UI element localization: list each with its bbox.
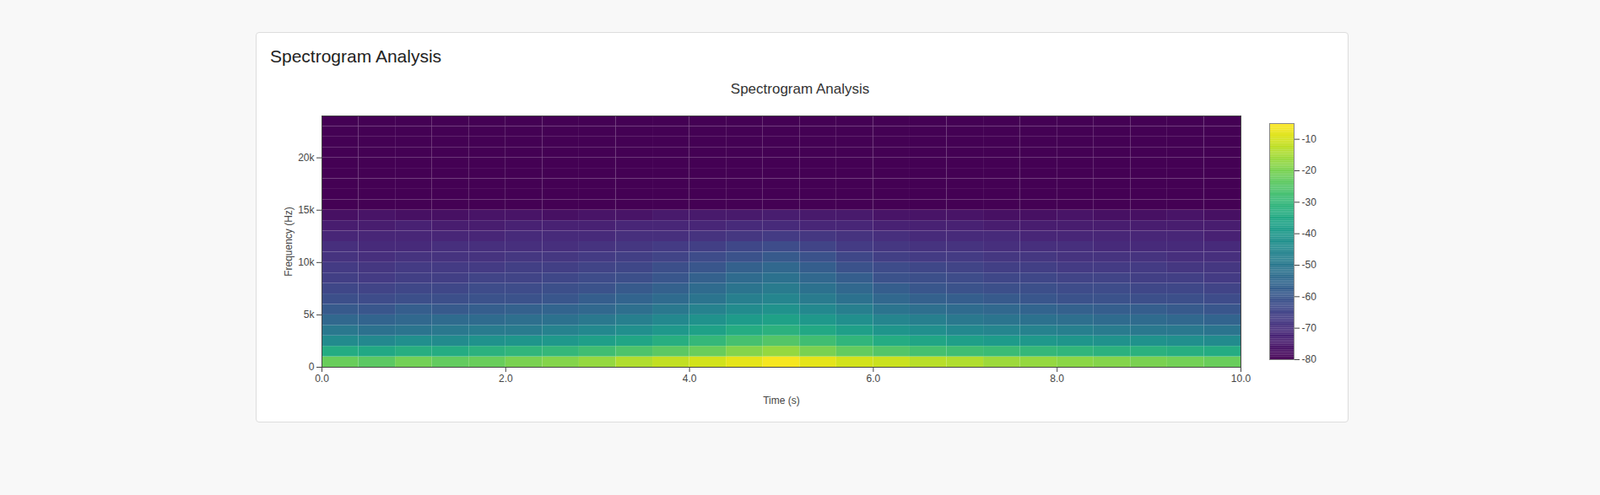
svg-text:-30: -30 bbox=[1302, 196, 1318, 209]
svg-text:15k: 15k bbox=[297, 204, 315, 217]
svg-text:0: 0 bbox=[308, 361, 315, 373]
svg-text:6.0: 6.0 bbox=[866, 372, 882, 385]
svg-text:-40: -40 bbox=[1302, 227, 1318, 240]
svg-text:10.0: 10.0 bbox=[1231, 372, 1252, 385]
svg-text:4.0: 4.0 bbox=[682, 372, 698, 385]
svg-text:-80: -80 bbox=[1302, 353, 1318, 366]
svg-text:20k: 20k bbox=[297, 151, 315, 164]
svg-text:10k: 10k bbox=[297, 256, 315, 269]
svg-text:2.0: 2.0 bbox=[498, 372, 514, 385]
html-text:Spectrogram Analysis: Spectrogram Analysis bbox=[270, 46, 442, 66]
svg-text:Time (s): Time (s) bbox=[762, 394, 800, 407]
svg-text:Frequency (Hz): Frequency (Hz) bbox=[282, 206, 295, 277]
svg-text:5k: 5k bbox=[303, 308, 316, 321]
html-text:Spectrogram Analysis: Spectrogram Analysis bbox=[730, 81, 870, 98]
svg-text:8.0: 8.0 bbox=[1049, 372, 1065, 385]
svg-text:0.0: 0.0 bbox=[314, 372, 330, 385]
svg-text:-20: -20 bbox=[1302, 164, 1318, 177]
svg-text:-60: -60 bbox=[1302, 291, 1318, 303]
svg-text:-50: -50 bbox=[1302, 259, 1318, 271]
svg-text:-10: -10 bbox=[1302, 133, 1318, 146]
svg-text:-70: -70 bbox=[1302, 322, 1318, 335]
